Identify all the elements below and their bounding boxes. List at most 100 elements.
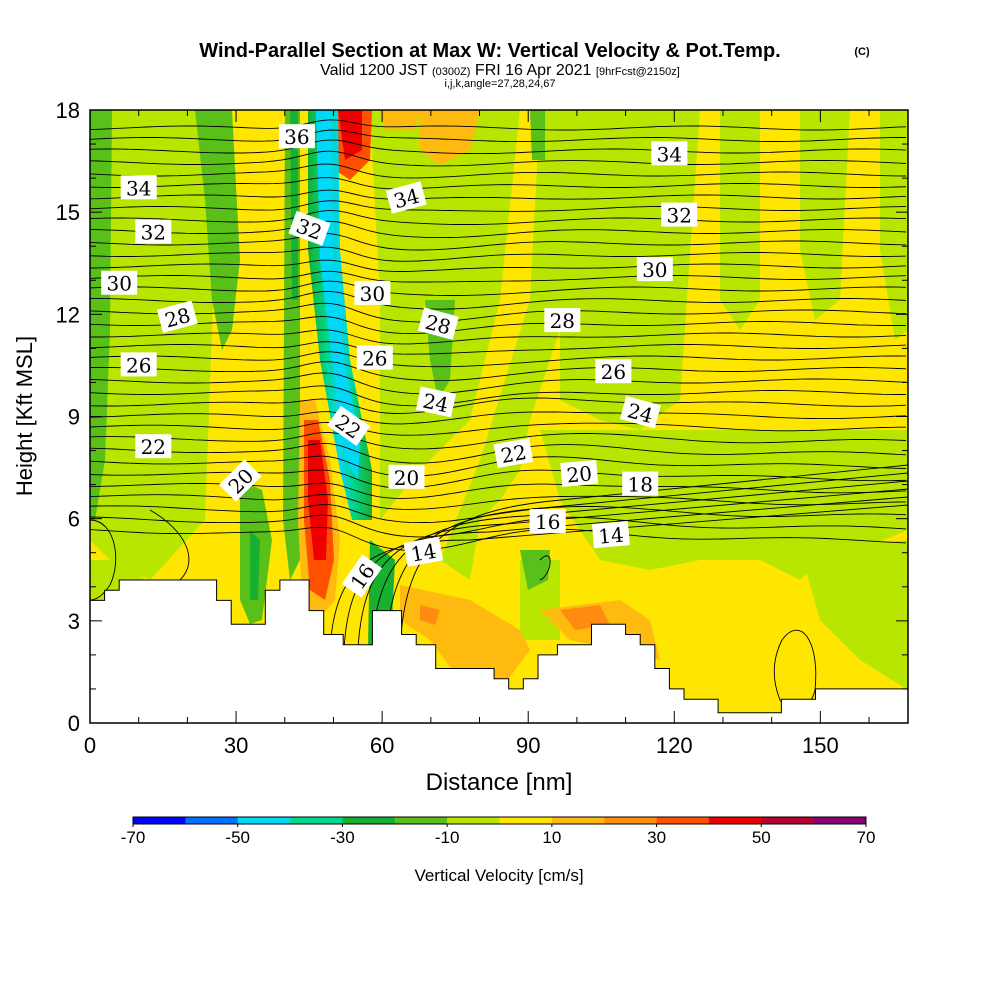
isentrope-line	[90, 494, 907, 510]
isentrope-line	[90, 200, 907, 212]
contour-label: 14	[403, 536, 444, 567]
x-tick-label: 120	[656, 733, 693, 758]
contour-label-text: 36	[284, 125, 309, 149]
contour-label: 30	[636, 257, 673, 282]
contour-label: 20	[560, 459, 599, 487]
isentrope-line	[90, 411, 907, 425]
chart-indices: i,j,k,angle=27,28,24,67	[444, 78, 555, 90]
isentrope-line	[90, 432, 907, 450]
contour-label: 18	[622, 471, 659, 497]
contour-label-text: 32	[666, 204, 691, 228]
y-tick-label: 12	[56, 302, 80, 327]
isentrope-line	[90, 421, 906, 436]
field-updraft	[298, 110, 372, 620]
axis-ticks	[89, 109, 908, 724]
copyright-mark: (C)	[854, 46, 870, 58]
colorbar-swatch	[185, 817, 239, 824]
contour-label-box	[341, 554, 383, 598]
colorbar-tick-label: 10	[542, 828, 561, 847]
contour-label-box	[354, 280, 391, 305]
isentrope-line	[357, 488, 908, 651]
contour-label-box	[156, 300, 198, 333]
contour-label-box	[278, 124, 315, 149]
isentrope-line	[90, 233, 907, 251]
isentrope-line	[90, 302, 907, 323]
isentrope-line	[90, 259, 907, 272]
contour-label: 32	[135, 219, 172, 245]
contour-label-text: 20	[394, 466, 419, 490]
contour-label-box	[327, 405, 371, 447]
colorbar-swatch	[394, 817, 448, 824]
colorbar-swatch	[290, 817, 343, 824]
contour-label-text: 24	[421, 389, 451, 418]
field-orange	[380, 110, 660, 690]
colorbar-swatch	[133, 817, 186, 824]
isentrope-line	[90, 270, 907, 283]
isentrope-line	[329, 504, 908, 651]
contour-label-text: 14	[409, 539, 438, 567]
isentrope-line	[90, 397, 907, 414]
colorbar-tick-label: -10	[435, 828, 460, 847]
y-tick-label: 3	[68, 609, 80, 634]
isentrope-line	[343, 496, 908, 651]
x-tick-label: 90	[516, 733, 540, 758]
isentrope-line	[90, 129, 906, 143]
colorbar-tick-label: 50	[752, 828, 771, 847]
contour-label-box	[403, 536, 444, 567]
isentrope-line	[90, 504, 907, 524]
isentrope-line	[90, 150, 907, 167]
contour-label: 24	[415, 386, 457, 418]
contour-label-text: 20	[566, 461, 593, 487]
contour-label: 28	[544, 308, 581, 333]
colorbar-tick-label: -50	[225, 828, 250, 847]
contour-label-box	[560, 459, 599, 487]
contour-label-text: 30	[360, 282, 385, 306]
colorbar-swatch	[708, 817, 762, 824]
colorbar-swatch	[342, 817, 396, 824]
contour-label: 36	[278, 124, 315, 149]
contour-label-box	[417, 307, 459, 340]
isentrope-line	[399, 464, 908, 651]
y-tick-label: 0	[68, 711, 80, 736]
contour-label: 34	[651, 141, 688, 166]
isentrope-line	[90, 209, 907, 225]
contour-label-box	[135, 219, 172, 244]
isentrope-line	[90, 341, 907, 355]
colorbar-frame	[132, 816, 867, 825]
isentrope-line	[90, 119, 907, 131]
colorbar-swatch	[499, 817, 553, 824]
contour-label-text: 26	[362, 347, 387, 371]
contour-label-box	[288, 210, 331, 246]
isentrope-line	[90, 372, 907, 395]
contour-label-box	[636, 257, 673, 282]
contour-label-text: 34	[126, 176, 151, 200]
contour-label-box	[493, 438, 534, 468]
contour-label: 14	[591, 521, 630, 549]
y-tick-label: 6	[68, 507, 80, 532]
contour-labels: 3432302826222036323026222016143428242216…	[101, 124, 698, 598]
contour-label: 32	[661, 202, 698, 228]
y-tick-label: 15	[56, 200, 80, 225]
contour-label-box	[661, 202, 698, 227]
colorbar-label: Vertical Velocity [cm/s]	[414, 866, 583, 885]
colorbar-tick-label: -30	[330, 828, 355, 847]
x-tick-label: 30	[224, 733, 248, 758]
isentrope-line	[90, 163, 907, 179]
colorbar-tick-label: 70	[857, 828, 876, 847]
isentrope-line	[90, 385, 906, 407]
colorbar-swatch	[761, 817, 814, 824]
isentrope-line	[90, 220, 907, 239]
contour-label-text: 34	[657, 142, 682, 166]
colorbar-tick-labels: -70 -50 -30 -10 10 30 50 70	[121, 824, 876, 847]
contour-label-box	[619, 395, 661, 429]
contour-label-box	[101, 270, 138, 295]
isentrope-line	[90, 469, 907, 489]
contour-label-box	[120, 175, 157, 200]
contour-label-text: 14	[597, 523, 624, 549]
contour-label-box	[415, 386, 457, 418]
contour-label: 34	[120, 175, 157, 200]
contour-label: 26	[595, 359, 632, 384]
contour-label-box	[388, 464, 425, 489]
contour-label-box	[120, 352, 157, 377]
contour-label-box	[135, 434, 172, 459]
